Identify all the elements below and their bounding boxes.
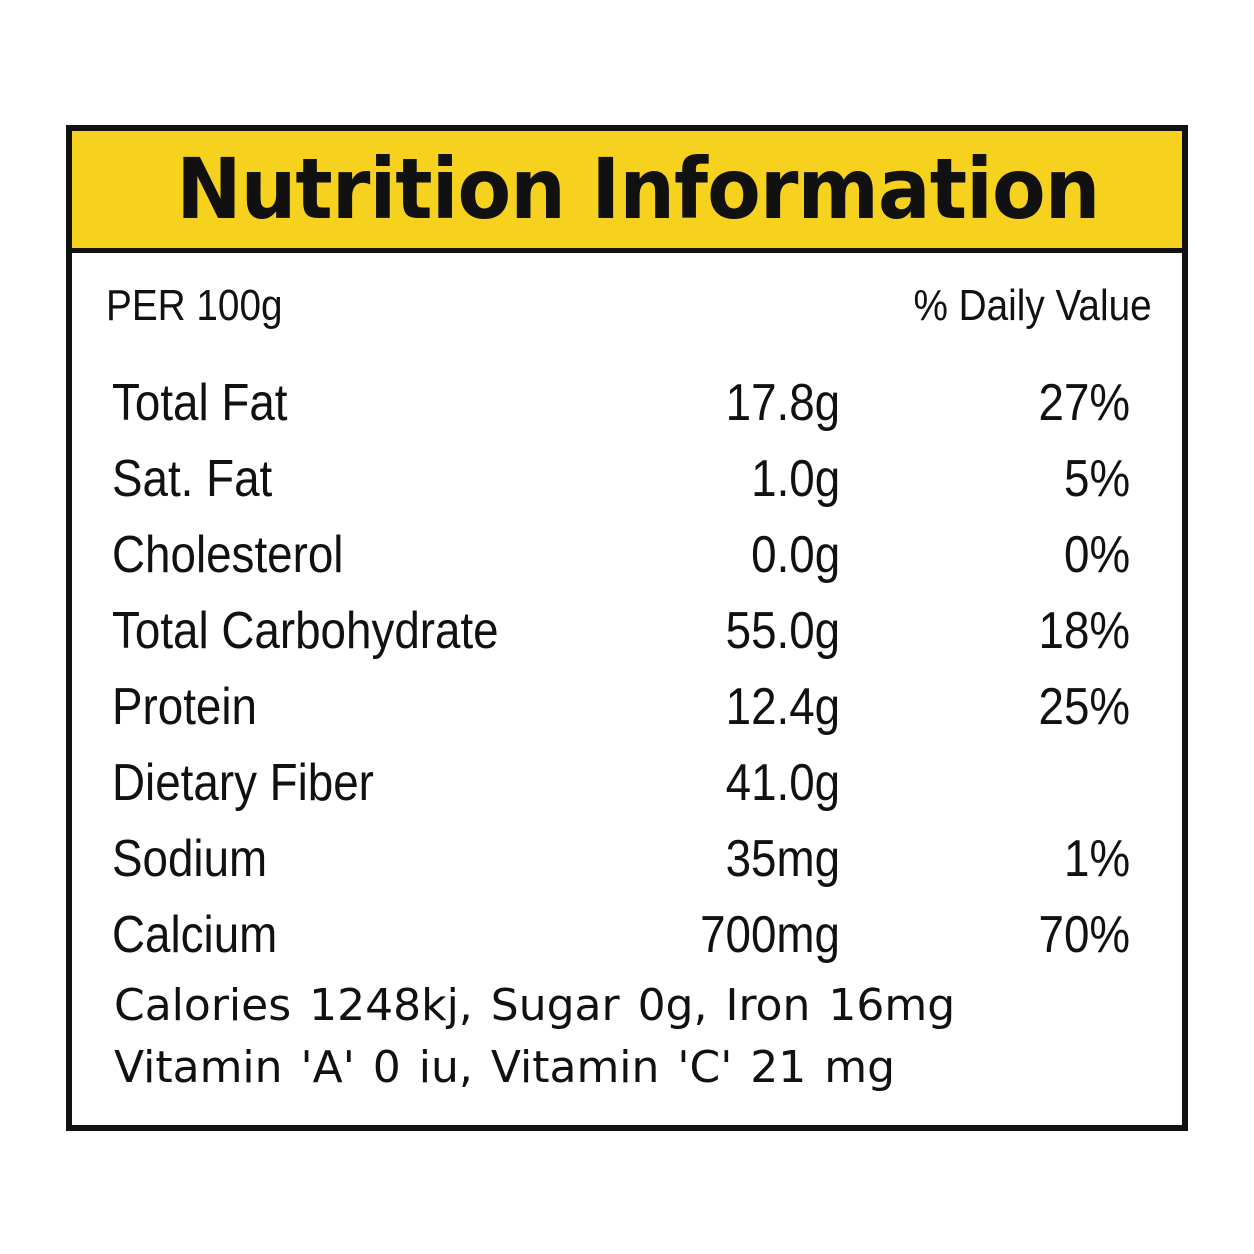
- per-serving-label: PER 100g: [106, 281, 283, 330]
- nutrient-name: Cholesterol: [112, 526, 344, 584]
- nutrient-amount: 55.0g: [725, 602, 840, 660]
- nutrient-amount: 17.8g: [725, 374, 840, 432]
- nutrient-amount: 12.4g: [725, 678, 840, 736]
- nutrient-list: Total Fat 17.8g 27% Sat. Fat 1.0g 5% Cho…: [72, 365, 1182, 973]
- nutrient-name: Sat. Fat: [112, 450, 273, 508]
- nutrient-daily-value: 5%: [1063, 450, 1130, 508]
- nutrient-name: Total Fat: [112, 374, 288, 432]
- nutrient-name: Total Carbohydrate: [112, 602, 499, 660]
- column-header-row: PER 100g % Daily Value: [72, 281, 1182, 331]
- label-title: Nutrition Information: [176, 140, 1100, 238]
- nutrient-row: Total Fat 17.8g 27%: [72, 365, 1182, 441]
- nutrient-daily-value: 0%: [1063, 526, 1130, 584]
- footer-line-vitamins: Vitamin 'A' 0 iu, Vitamin 'C' 21 mg: [114, 1042, 896, 1093]
- nutrient-row: Total Carbohydrate 55.0g 18%: [72, 593, 1182, 669]
- nutrient-amount: 0.0g: [750, 526, 840, 584]
- daily-value-header: % Daily Value: [913, 281, 1152, 330]
- nutrient-row: Sat. Fat 1.0g 5%: [72, 441, 1182, 517]
- nutrient-daily-value: 25%: [1038, 678, 1130, 736]
- nutrient-row: Dietary Fiber 41.0g: [72, 745, 1182, 821]
- footer-notes: Calories 1248kj, Sugar 0g, Iron 16mg Vit…: [114, 975, 1114, 1099]
- nutrient-daily-value: 18%: [1038, 602, 1130, 660]
- nutrient-row: Cholesterol 0.0g 0%: [72, 517, 1182, 593]
- nutrient-amount: 700mg: [700, 906, 840, 964]
- nutrient-amount: 1.0g: [750, 450, 840, 508]
- nutrient-name: Dietary Fiber: [112, 754, 374, 812]
- nutrient-daily-value: 70%: [1038, 906, 1130, 964]
- nutrient-name: Calcium: [112, 906, 278, 964]
- nutrient-daily-value: 1%: [1063, 830, 1130, 888]
- label-content: PER 100g % Daily Value Total Fat 17.8g 2…: [72, 253, 1182, 1125]
- nutrient-amount: 35mg: [725, 830, 840, 888]
- nutrient-row: Calcium 700mg 70%: [72, 897, 1182, 973]
- nutrient-name: Sodium: [112, 830, 268, 888]
- nutrient-amount: 41.0g: [725, 754, 840, 812]
- nutrient-row: Sodium 35mg 1%: [72, 821, 1182, 897]
- title-bar: Nutrition Information: [72, 131, 1182, 253]
- nutrition-label: Nutrition Information PER 100g % Daily V…: [66, 125, 1188, 1131]
- footer-line-calories: Calories 1248kj, Sugar 0g, Iron 16mg: [114, 980, 956, 1031]
- nutrient-name: Protein: [112, 678, 257, 736]
- nutrient-daily-value: 27%: [1038, 374, 1130, 432]
- nutrient-row: Protein 12.4g 25%: [72, 669, 1182, 745]
